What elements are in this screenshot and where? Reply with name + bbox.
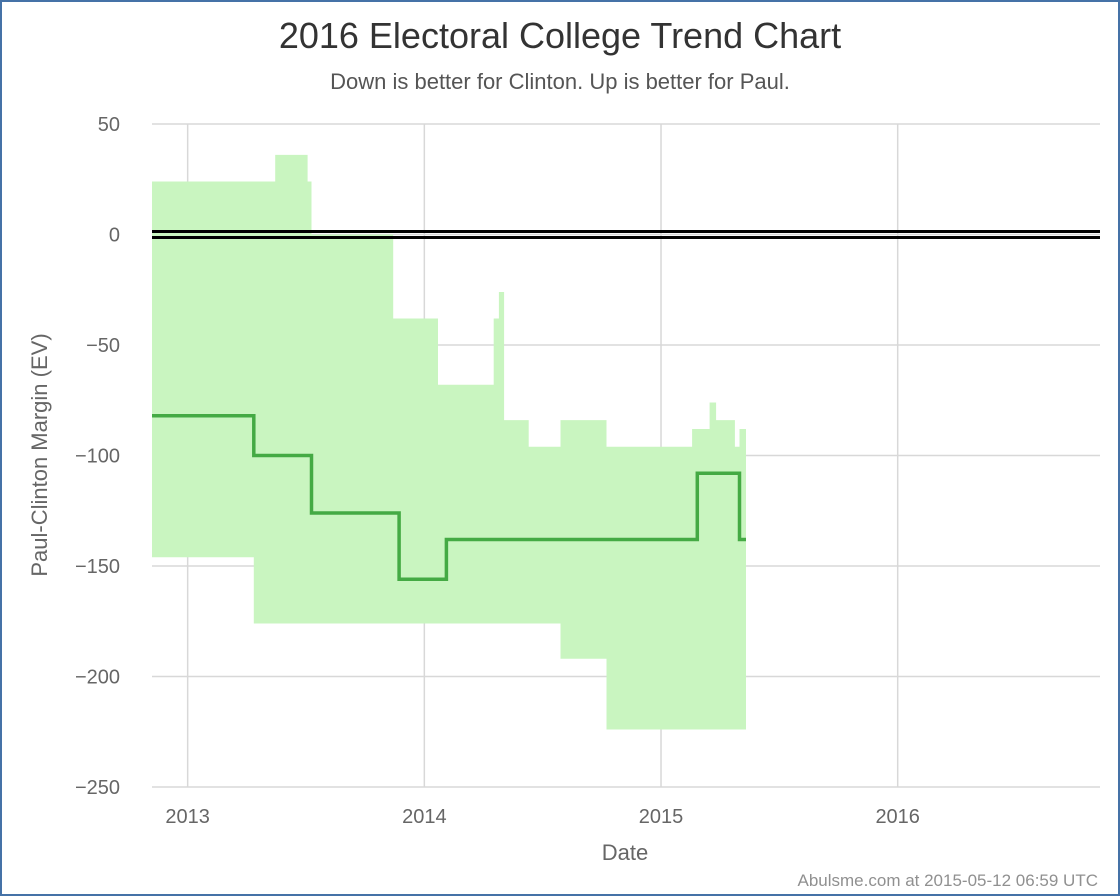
margin-line	[152, 413, 746, 582]
y-tick-label: 0	[109, 225, 120, 247]
credit-text: Abulsme.com at 2015-05-12 06:59 UTC	[798, 871, 1099, 890]
x-tick-label: 2015	[639, 806, 684, 828]
range-band-layer	[152, 154, 746, 730]
x-tick-label: 2014	[402, 806, 447, 828]
range-band	[152, 154, 746, 730]
y-tick-label: 50	[98, 114, 120, 136]
y-tick-label: −200	[75, 667, 120, 689]
y-tick-label: −250	[75, 777, 120, 799]
x-tick-label: 2013	[165, 806, 210, 828]
y-tick-label: −50	[86, 335, 120, 357]
chart-title: 2016 Electoral College Trend Chart	[279, 15, 841, 56]
tick-label-layer: 50 0 −50 −100 −150 −200 −250 2013 2014 2015 2016	[75, 114, 920, 828]
y-tick-label: −150	[75, 556, 120, 578]
zero-reference-layer	[152, 230, 1100, 239]
x-axis-label: Date	[602, 840, 648, 865]
y-tick-label: −100	[75, 446, 120, 468]
x-tick-label: 2016	[875, 806, 920, 828]
y-axis-label: Paul-Clinton Margin (EV)	[27, 333, 52, 576]
margin-line-layer	[152, 413, 746, 582]
chart-subtitle: Down is better for Clinton. Up is better…	[330, 69, 790, 94]
